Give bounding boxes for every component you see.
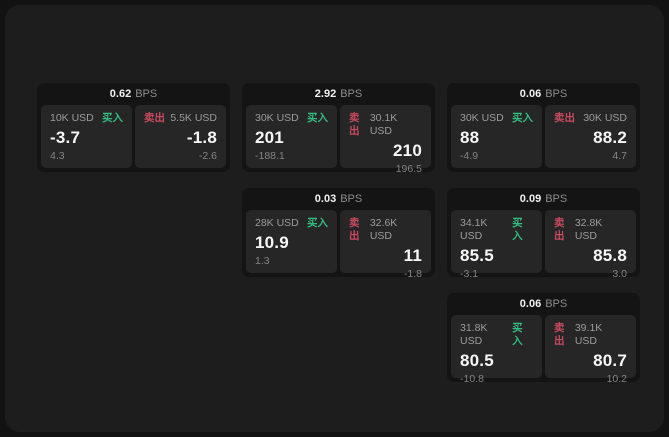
quote-card-6: 0.06 BPS 31.8K USD 买入 80.5 -10.8 卖出 39.1… (447, 293, 640, 385)
buy-price: 10.9 (255, 233, 289, 252)
buy-price: 80.5 (460, 351, 494, 370)
buy-notional: 30K USD (255, 112, 299, 124)
buy-notional: 30K USD (460, 112, 504, 124)
sell-notional: 32.8K USD (574, 217, 603, 242)
buy-tag: 买入 (512, 112, 533, 124)
buy-tag: 买入 (307, 217, 328, 229)
sell-panel[interactable]: 卖出 32.6K USD 11 -1.8 (340, 210, 431, 280)
sell-price: -1.8 (186, 128, 217, 147)
bps-unit-label: BPS (340, 193, 363, 205)
card-header: 0.06 BPS (447, 83, 640, 105)
buy-sub-value: -10.8 (460, 373, 484, 385)
buy-notional: 28K USD (255, 217, 299, 229)
sell-tag: 卖出 (554, 217, 565, 242)
buy-panel[interactable]: 30K USD 买入 88 -4.9 (451, 105, 542, 168)
buy-notional: 10K USD (50, 112, 94, 124)
quote-card-3: 0.06 BPS 30K USD 买入 88 -4.9 卖出 30K USD (447, 83, 640, 172)
card-header: 0.06 BPS (447, 293, 640, 315)
buy-panel[interactable]: 30K USD 买入 201 -188.1 (246, 105, 337, 168)
sell-price: 88.2 (593, 128, 627, 147)
sell-notional: 30K USD (583, 112, 627, 124)
sell-price: 80.7 (593, 351, 627, 370)
sell-price: 11 (403, 246, 422, 265)
buy-price: 201 (255, 128, 284, 147)
bps-unit-label: BPS (545, 298, 568, 310)
buy-price: 88 (460, 128, 480, 147)
sell-tag: 卖出 (554, 322, 565, 347)
sell-price: 85.8 (593, 246, 627, 265)
bps-value: 0.09 (519, 193, 542, 205)
sell-notional: 32.6K USD (369, 217, 398, 242)
buy-panel[interactable]: 28K USD 买入 10.9 1.3 (246, 210, 337, 273)
buy-tag: 买入 (512, 217, 523, 242)
sell-sub-value: -1.8 (403, 268, 422, 280)
card-body: 31.8K USD 买入 80.5 -10.8 卖出 39.1K USD 80.… (447, 315, 640, 385)
card-body: 28K USD 买入 10.9 1.3 卖出 32.6K USD 11 -1.8 (242, 210, 435, 280)
bps-value: 0.62 (109, 88, 132, 100)
card-body: 30K USD 买入 88 -4.9 卖出 30K USD 88.2 4.7 (447, 105, 640, 168)
bps-unit-label: BPS (545, 88, 568, 100)
bps-value: 2.92 (314, 88, 337, 100)
buy-panel[interactable]: 10K USD 买入 -3.7 4.3 (41, 105, 132, 168)
sell-sub-value: 4.7 (612, 150, 627, 162)
sell-sub-value: 196.5 (395, 163, 422, 175)
sell-panel[interactable]: 卖出 30K USD 88.2 4.7 (545, 105, 636, 168)
buy-tag: 买入 (512, 322, 523, 347)
sell-sub-value: -2.6 (198, 150, 217, 162)
quote-card-5: 0.09 BPS 34.1K USD 买入 85.5 -3.1 卖出 32.8K… (447, 188, 640, 280)
quote-card-2: 2.92 BPS 30K USD 买入 201 -188.1 卖出 30.1K … (242, 83, 435, 175)
card-header: 0.09 BPS (447, 188, 640, 210)
card-header: 0.03 BPS (242, 188, 435, 210)
sell-notional: 30.1K USD (369, 112, 398, 137)
buy-tag: 买入 (307, 112, 328, 124)
buy-price: -3.7 (50, 128, 81, 147)
buy-tag: 买入 (102, 112, 123, 124)
sell-notional: 5.5K USD (170, 112, 217, 124)
sell-notional: 39.1K USD (574, 322, 603, 347)
card-body: 30K USD 买入 201 -188.1 卖出 30.1K USD 210 1… (242, 105, 435, 175)
buy-notional: 34.1K USD (460, 217, 488, 242)
bps-value: 0.03 (314, 193, 337, 205)
buy-sub-value: -3.1 (460, 268, 479, 280)
card-header: 0.62 BPS (37, 83, 230, 105)
card-body: 10K USD 买入 -3.7 4.3 卖出 5.5K USD -1.8 -2.… (37, 105, 230, 168)
buy-sub-value: -4.9 (460, 150, 479, 162)
sell-panel[interactable]: 卖出 30.1K USD 210 196.5 (340, 105, 431, 175)
quote-card-1: 0.62 BPS 10K USD 买入 -3.7 4.3 卖出 5.5K USD (37, 83, 230, 172)
bps-unit-label: BPS (135, 88, 158, 100)
sell-tag: 卖出 (554, 112, 575, 124)
quotes-panel: 0.62 BPS 10K USD 买入 -3.7 4.3 卖出 5.5K USD (5, 5, 664, 432)
buy-sub-value: 4.3 (50, 150, 65, 162)
sell-tag: 卖出 (349, 217, 360, 242)
sell-price: 210 (393, 141, 422, 160)
buy-sub-value: 1.3 (255, 255, 270, 267)
card-body: 34.1K USD 买入 85.5 -3.1 卖出 32.8K USD 85.8… (447, 210, 640, 280)
bps-unit-label: BPS (545, 193, 568, 205)
sell-sub-value: 3.0 (612, 268, 627, 280)
buy-notional: 31.8K USD (460, 322, 488, 347)
bps-value: 0.06 (519, 88, 542, 100)
sell-tag: 卖出 (144, 112, 165, 124)
buy-panel[interactable]: 34.1K USD 买入 85.5 -3.1 (451, 210, 542, 280)
quote-card-4: 0.03 BPS 28K USD 买入 10.9 1.3 卖出 32.6K US… (242, 188, 435, 280)
sell-panel[interactable]: 卖出 5.5K USD -1.8 -2.6 (135, 105, 226, 168)
bps-unit-label: BPS (340, 88, 363, 100)
bps-value: 0.06 (519, 298, 542, 310)
buy-sub-value: -188.1 (255, 150, 285, 162)
sell-panel[interactable]: 卖出 39.1K USD 80.7 10.2 (545, 315, 636, 385)
card-header: 2.92 BPS (242, 83, 435, 105)
buy-panel[interactable]: 31.8K USD 买入 80.5 -10.8 (451, 315, 542, 385)
sell-tag: 卖出 (349, 112, 360, 137)
sell-sub-value: 10.2 (606, 373, 627, 385)
sell-panel[interactable]: 卖出 32.8K USD 85.8 3.0 (545, 210, 636, 280)
buy-price: 85.5 (460, 246, 494, 265)
